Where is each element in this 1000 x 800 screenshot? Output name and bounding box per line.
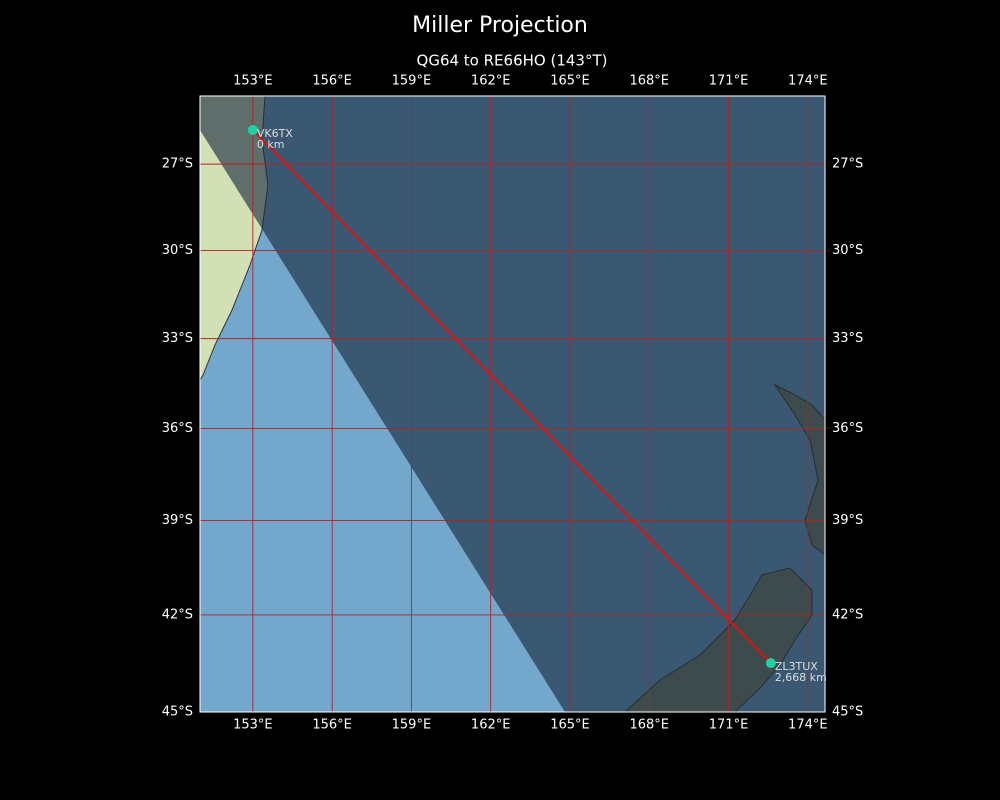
x-tick-label: 162°E: [471, 718, 511, 733]
station-distance: 0 km: [257, 138, 285, 151]
y-tick-label: 45°S: [832, 705, 863, 720]
x-tick-label: 168°E: [629, 74, 669, 89]
x-tick-label: 156°E: [312, 718, 352, 733]
y-tick-label: 39°S: [162, 513, 193, 528]
x-tick-label: 165°E: [550, 718, 590, 733]
y-tick-label: 39°S: [832, 513, 863, 528]
station-distance: 2,668 km: [775, 671, 827, 684]
y-tick-label: 33°S: [162, 331, 193, 346]
map-layer: [200, 96, 825, 712]
title: Miller Projection: [412, 13, 588, 38]
y-tick-label: 27°S: [162, 157, 193, 172]
station-marker: [765, 658, 776, 669]
x-tick-label: 162°E: [471, 74, 511, 89]
subtitle: QG64 to RE66HO (143°T): [417, 52, 608, 70]
map-frame: [199, 95, 826, 713]
y-tick-label: 30°S: [162, 243, 193, 258]
x-tick-label: 159°E: [392, 74, 432, 89]
x-tick-label: 153°E: [233, 718, 273, 733]
y-tick-label: 42°S: [832, 607, 863, 622]
station-name: ZL3TUX: [775, 660, 818, 673]
y-tick-label: 42°S: [162, 607, 193, 622]
great-circle-path: [252, 129, 772, 664]
x-tick-label: 156°E: [312, 74, 352, 89]
x-tick-label: 168°E: [629, 718, 669, 733]
x-tick-label: 153°E: [233, 74, 273, 89]
station-marker: [247, 124, 258, 135]
y-tick-label: 27°S: [832, 157, 863, 172]
x-tick-label: 171°E: [709, 718, 749, 733]
y-tick-label: 33°S: [832, 331, 863, 346]
x-tick-label: 165°E: [550, 74, 590, 89]
y-tick-label: 45°S: [162, 705, 193, 720]
y-tick-label: 36°S: [162, 421, 193, 436]
x-tick-label: 171°E: [709, 74, 749, 89]
x-tick-label: 174°E: [788, 74, 828, 89]
station-name: VK6TX: [257, 127, 293, 140]
x-tick-label: 159°E: [392, 718, 432, 733]
y-tick-label: 36°S: [832, 421, 863, 436]
x-tick-label: 174°E: [788, 718, 828, 733]
y-tick-label: 30°S: [832, 243, 863, 258]
